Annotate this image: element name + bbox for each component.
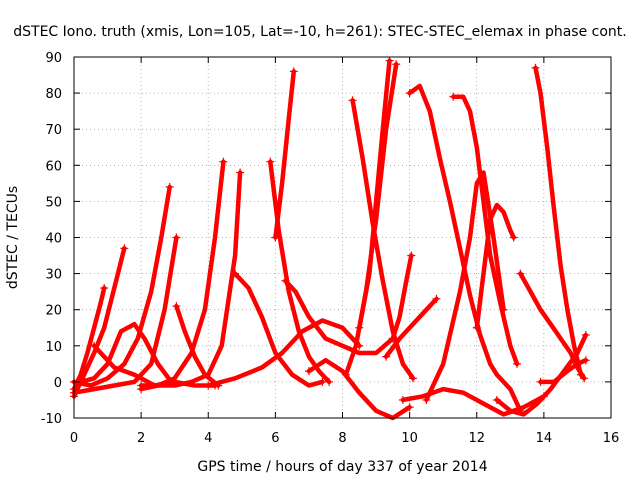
series-line [174, 303, 221, 388]
y-tick-label: 30 [45, 268, 62, 283]
series-sat-24 [472, 202, 518, 332]
series-sat-15 [304, 357, 414, 421]
series-line [71, 285, 107, 392]
series-sat-22 [449, 92, 522, 368]
y-tick-label: 0 [54, 376, 62, 391]
series-line [273, 69, 297, 240]
series-sat-20 [382, 294, 441, 361]
series-line [538, 357, 589, 385]
series-line [283, 278, 396, 356]
x-tick-label: 4 [204, 431, 212, 446]
x-tick-label: 10 [401, 431, 418, 446]
series-line [357, 58, 392, 331]
x-tick-labels: 0 2 4 6 8 10 12 14 16 [70, 431, 619, 446]
series-sat-14 [271, 67, 298, 242]
x-axis-label: GPS time / hours of day 337 of year 2014 [197, 459, 487, 475]
series-line [306, 357, 412, 421]
series-sat-12 [266, 157, 334, 386]
series-line [71, 235, 179, 395]
tick-marks [73, 56, 612, 419]
series-line [91, 343, 218, 388]
series-line [78, 321, 174, 385]
chart-title: dSTEC Iono. truth (xmis, Lon=105, Lat=-1… [13, 24, 626, 40]
x-tick-label: 16 [603, 431, 620, 446]
y-tick-label: 20 [45, 304, 62, 319]
series-line [350, 98, 416, 381]
series-line [518, 271, 587, 381]
series-line [407, 83, 523, 414]
series-sat-18 [355, 56, 394, 332]
y-tick-labels: -10 0 10 20 30 40 50 60 70 80 90 [41, 51, 62, 427]
series-line [474, 202, 516, 331]
y-axis-label: dSTEC / TECUs [5, 186, 21, 289]
series-line [71, 246, 127, 399]
series-sat-21 [405, 83, 525, 415]
y-tick-label: 60 [45, 159, 62, 174]
y-tick-label: 90 [45, 51, 62, 66]
series-line [206, 318, 362, 388]
x-tick-label: 6 [271, 431, 279, 446]
y-tick-label: 40 [45, 232, 62, 247]
x-tick-label: 2 [137, 431, 145, 446]
series-sat-10 [231, 269, 327, 388]
series-sat-19 [388, 251, 416, 343]
series-sat-16 [348, 96, 417, 383]
series-line [383, 296, 439, 359]
x-tick-label: 12 [468, 431, 485, 446]
y-tick-label: 50 [45, 195, 62, 210]
y-tick-label: 70 [45, 123, 62, 138]
series-layer [70, 56, 590, 421]
x-tick-label: 14 [536, 431, 553, 446]
y-tick-label: -10 [41, 412, 62, 427]
series-line [268, 159, 332, 385]
series-line [232, 271, 325, 388]
series-line [424, 170, 506, 403]
grid [74, 57, 611, 418]
series-line [533, 65, 584, 377]
series-line [390, 253, 414, 341]
series-sat-1 [70, 284, 109, 394]
series-line [451, 94, 520, 367]
x-tick-label: 8 [338, 431, 346, 446]
series-line [400, 386, 547, 417]
series-sat-11 [204, 318, 364, 390]
y-tick-label: 80 [45, 87, 62, 102]
x-tick-label: 0 [70, 431, 78, 446]
y-tick-label: 10 [45, 340, 62, 355]
series-sat-29 [536, 356, 590, 386]
series-sat-13 [281, 276, 397, 356]
series-line [71, 184, 172, 388]
